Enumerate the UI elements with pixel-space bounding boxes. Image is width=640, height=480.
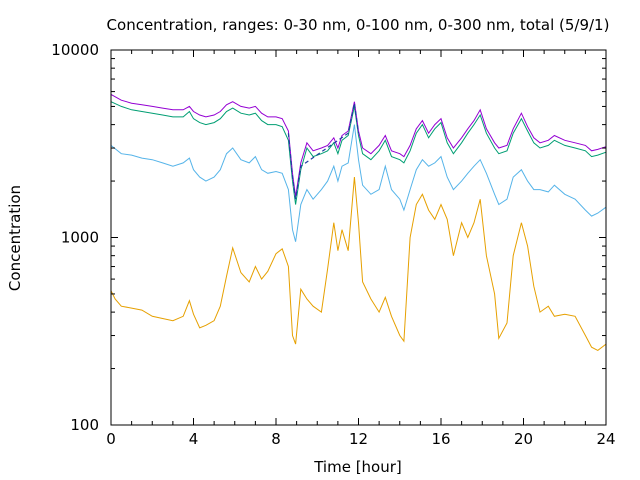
x-tick-label: 24 xyxy=(596,430,615,448)
series-line-1 xyxy=(110,124,607,242)
x-tick-label: 20 xyxy=(514,430,533,448)
x-tick-label: 12 xyxy=(349,430,368,448)
x-tick-label: 16 xyxy=(431,430,450,448)
y-tick-label: 100 xyxy=(70,416,99,434)
series-line-3 xyxy=(110,93,607,197)
plot-frame xyxy=(110,49,607,426)
y-tick-label: 10000 xyxy=(51,41,99,59)
series-line-0 xyxy=(110,177,607,351)
y-axis-label: Concentration xyxy=(6,185,24,291)
x-tick-label: 8 xyxy=(271,430,281,448)
series-line-2 xyxy=(110,101,607,205)
series-line-4 xyxy=(287,103,360,200)
x-tick-label: 4 xyxy=(189,430,199,448)
x-axis-label: Time [hour] xyxy=(313,458,402,476)
chart-title: Concentration, ranges: 0-30 nm, 0-100 nm… xyxy=(107,16,610,34)
x-tick-label: 0 xyxy=(106,430,116,448)
y-tick-label: 1000 xyxy=(61,229,99,247)
ticks-layer: 0 4 8 12 16 20 24 100 1000 10000 xyxy=(51,41,615,448)
series-layer xyxy=(110,93,607,351)
